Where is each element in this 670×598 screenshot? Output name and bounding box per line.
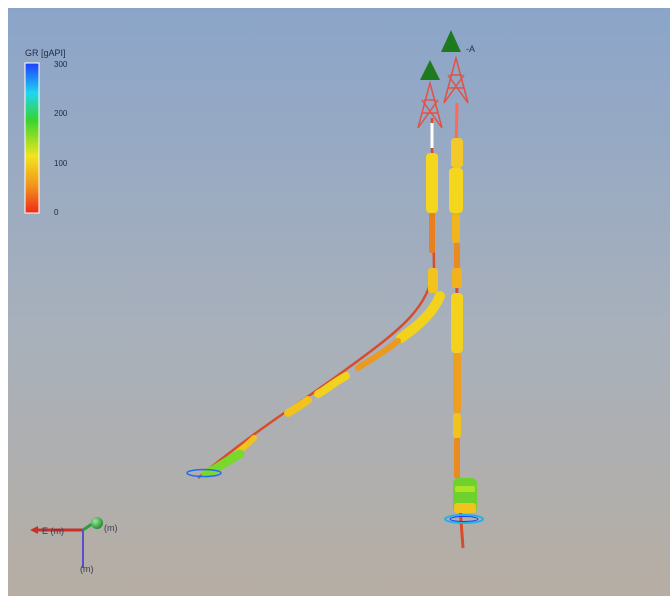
axis-x-label: E (m) <box>42 526 64 536</box>
3d-viewport[interactable]: GR [gAPI] 300 200 100 0 -A E (m) (m) (m) <box>8 8 670 596</box>
orientation-axes <box>30 517 103 568</box>
well-label: -A <box>466 44 475 54</box>
background <box>8 8 670 596</box>
gr-log-discs-vertical <box>444 138 484 524</box>
gr-log-discs-deviated <box>186 153 445 479</box>
colorbar-tick-300: 300 <box>54 60 68 69</box>
axis-z-label: (m) <box>80 564 94 574</box>
axis-y-label: (m) <box>104 523 118 533</box>
tree-icon <box>420 30 461 80</box>
well-a-vertical[interactable] <box>444 102 484 549</box>
colorbar-tick-200: 200 <box>54 109 68 118</box>
colorbar-tick-100: 100 <box>54 159 68 168</box>
rig-icon <box>417 55 469 129</box>
colorbar-title: GR [gAPI] <box>25 48 66 58</box>
well-b-deviated[interactable] <box>186 118 445 479</box>
well-scene[interactable] <box>8 8 670 596</box>
colorbar-tick-0: 0 <box>54 208 59 217</box>
colorbar <box>24 62 40 214</box>
